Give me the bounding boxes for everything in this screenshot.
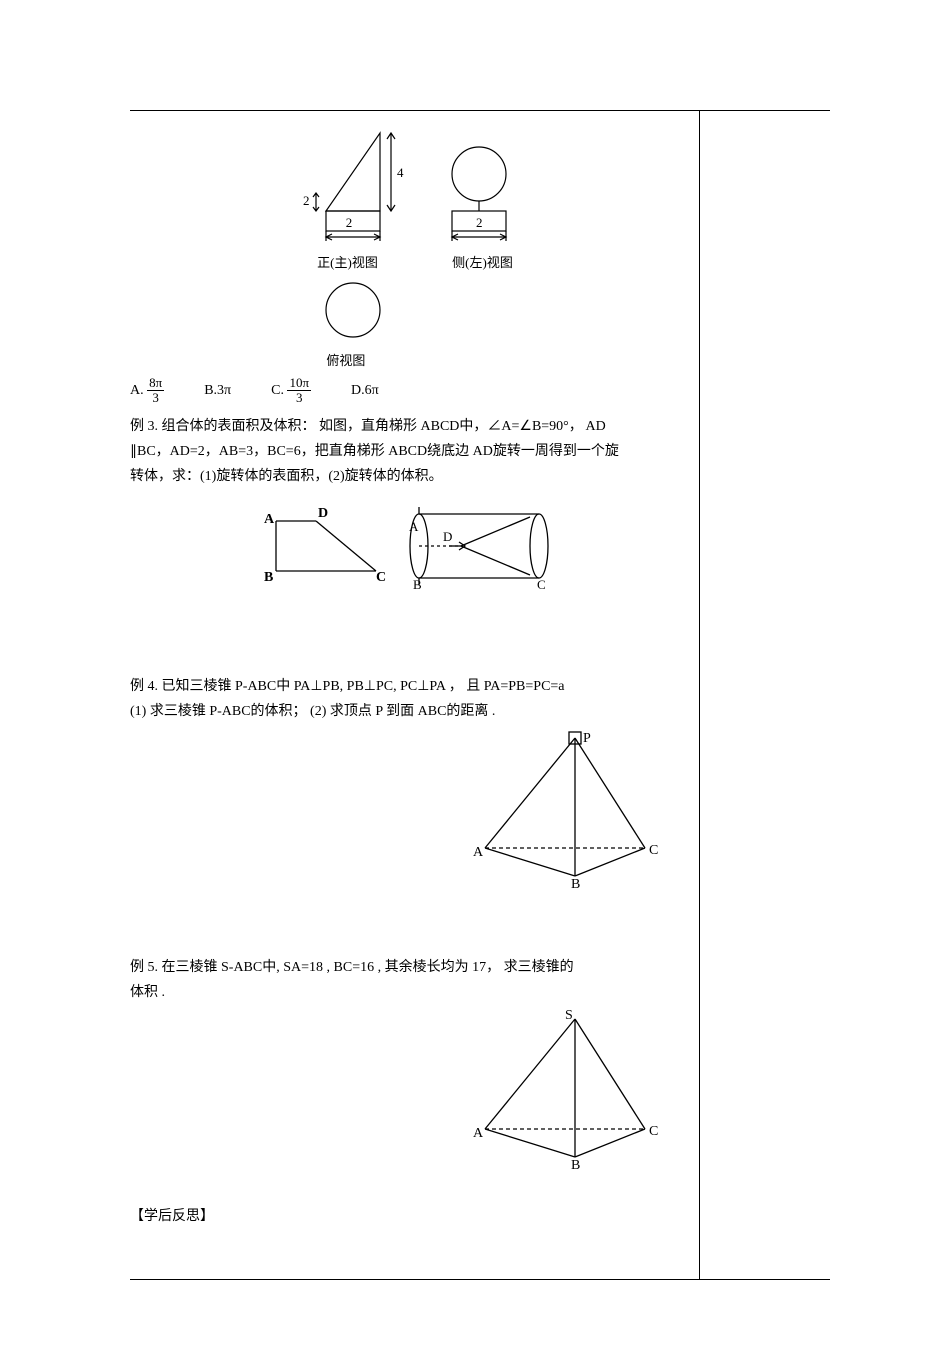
side-dim-2: 2 bbox=[476, 215, 483, 230]
three-view-figures: 4 2 2 bbox=[130, 119, 685, 249]
option-c: C. 10π 3 bbox=[271, 376, 311, 406]
ex3-figures: A D B C bbox=[130, 501, 685, 598]
t4-B: B bbox=[571, 877, 580, 888]
revolution-solid-svg: A D B C bbox=[399, 501, 569, 591]
ex4-line1: 例 4. 已知三棱锥 P-ABC中 PA⊥PB, PB⊥PC, PC⊥PA ， … bbox=[130, 676, 685, 697]
lbl-A: A bbox=[264, 512, 275, 527]
t4-C: C bbox=[649, 843, 658, 858]
t4-A: A bbox=[473, 845, 484, 860]
rev-B: B bbox=[413, 577, 422, 591]
opt-c-num: 10π bbox=[287, 376, 311, 391]
dim-2v: 2 bbox=[303, 193, 310, 208]
option-a: A. 8π 3 bbox=[130, 376, 164, 406]
t5-S: S bbox=[565, 1009, 573, 1023]
opt-a-frac: 8π 3 bbox=[147, 376, 164, 406]
lbl-C: C bbox=[376, 570, 386, 585]
ex4-figure: P A B C bbox=[130, 728, 665, 895]
tetra-pabc-svg: P A B C bbox=[465, 728, 665, 888]
side-caption: 侧(左)视图 bbox=[423, 253, 543, 273]
margin-column bbox=[700, 111, 830, 1279]
top-caption: 俯视图 bbox=[271, 351, 421, 371]
front-caption: 正(主)视图 bbox=[273, 253, 423, 273]
rev-D: D bbox=[443, 529, 452, 544]
t5-B: B bbox=[571, 1158, 580, 1169]
lbl-B: B bbox=[264, 570, 273, 585]
option-b: B.3π bbox=[204, 380, 231, 401]
rev-A: A bbox=[409, 519, 419, 534]
rev-C: C bbox=[537, 577, 546, 591]
top-view-row bbox=[130, 277, 685, 347]
dim-2h: 2 bbox=[346, 215, 353, 230]
ex5-line1: 例 5. 在三棱锥 S-ABC中, SA=18 , BC=16 , 其余棱长均为… bbox=[130, 957, 685, 978]
opt-a-num: 8π bbox=[147, 376, 164, 391]
t5-A: A bbox=[473, 1126, 484, 1141]
trapezoid-svg: A D B C bbox=[246, 501, 396, 591]
caption-row-1: 正(主)视图侧(左)视图 bbox=[130, 253, 685, 273]
opt-c-frac: 10π 3 bbox=[287, 376, 311, 406]
front-view-svg: 4 2 2 bbox=[271, 119, 421, 249]
ex5-line2: 体积 . bbox=[130, 982, 685, 1003]
ex5-figure: S A B C bbox=[130, 1009, 665, 1176]
opt-c-den: 3 bbox=[287, 391, 311, 405]
reflection-heading: 【学后反思】 bbox=[130, 1206, 685, 1227]
top-view-svg bbox=[271, 277, 421, 347]
ex3-line2: ∥BC，AD=2，AB=3，BC=6，把直角梯形 ABCD绕底边 AD旋转一周得… bbox=[130, 441, 685, 462]
ex4-line2: (1) 求三棱锥 P-ABC的体积； (2) 求顶点 P 到面 ABC的距离 . bbox=[130, 701, 685, 722]
mc-options: A. 8π 3 B.3π C. 10π 3 D.6π bbox=[130, 376, 685, 406]
t4-P: P bbox=[583, 731, 591, 746]
t5-C: C bbox=[649, 1124, 658, 1139]
lbl-D: D bbox=[318, 506, 328, 521]
opt-c-prefix: C. bbox=[271, 383, 284, 398]
caption-row-2: 俯视图 bbox=[130, 351, 685, 371]
ex3-line3: 转体，求：(1)旋转体的表面积，(2)旋转体的体积。 bbox=[130, 466, 685, 487]
opt-a-den: 3 bbox=[147, 391, 164, 405]
opt-a-prefix: A. bbox=[130, 383, 144, 398]
ex3-line1: 例 3. 组合体的表面积及体积： 如图，直角梯形 ABCD中，∠A=∠B=90°… bbox=[130, 416, 685, 437]
option-d: D.6π bbox=[351, 380, 379, 401]
tetra-sabc-svg: S A B C bbox=[465, 1009, 665, 1169]
dim-4: 4 bbox=[397, 165, 404, 180]
side-view-svg: 2 bbox=[424, 119, 544, 249]
